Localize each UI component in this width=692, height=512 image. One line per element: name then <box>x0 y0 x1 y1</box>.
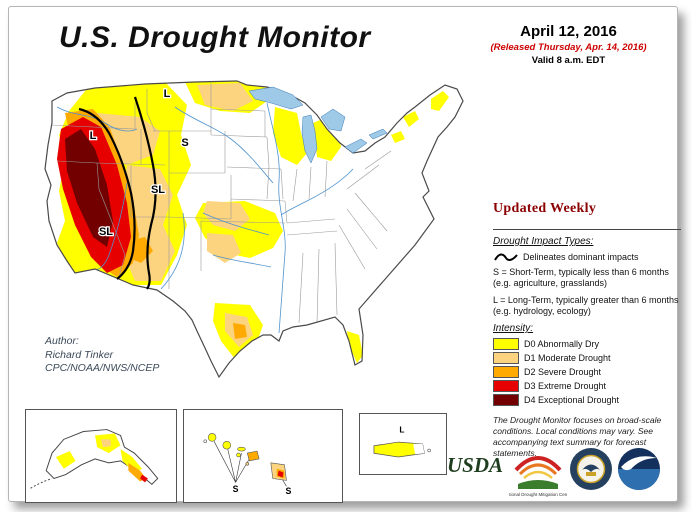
legend-row-d0: D0 Abnormally Dry <box>493 338 681 350</box>
d2-swatch <box>493 366 519 378</box>
noaa-logo-graphic <box>618 448 660 490</box>
puerto-rico-east-tip <box>413 443 425 455</box>
legend-row-d3: D3 Extreme Drought <box>493 380 681 392</box>
released-line: (Released Thursday, Apr. 14, 2016) <box>490 42 647 53</box>
impact-label: S <box>181 137 188 149</box>
oahu-island <box>222 441 231 450</box>
date-block: April 12, 2016 (Released Thursday, Apr. … <box>461 23 676 66</box>
ndmc-logo-graphic: National Drought Mitigation Center <box>509 456 567 497</box>
impact-types-heading: Drought Impact Types: <box>493 236 594 247</box>
impact-boundary-west <box>78 107 136 280</box>
long-term-definition: L = Long-Term, typically greater than 6 … <box>493 294 679 316</box>
impact-label: SL <box>151 184 165 196</box>
hawaii-impact-label: S <box>233 484 239 494</box>
big-island-d3 <box>277 470 284 478</box>
puerto-rico-inset: L <box>359 413 447 475</box>
noaa-logo <box>617 447 661 491</box>
impact-label: SL <box>99 226 113 238</box>
author-block: Author: Richard Tinker CPC/NOAA/NWS/NCEP <box>45 335 159 376</box>
author-label: Author: <box>45 335 79 347</box>
legend-row-d1: D1 Moderate Drought <box>493 352 681 364</box>
d4-label: D4 Exceptional Drought <box>524 395 620 405</box>
legend-column: Updated Weekly Drought Impact Types: Del… <box>493 201 681 459</box>
aleutian-islands <box>30 478 53 489</box>
d4-swatch <box>493 394 519 406</box>
d1-label: D1 Moderate Drought <box>524 353 611 363</box>
alaska-landmass <box>45 429 159 486</box>
kahoolawe-island <box>245 462 250 466</box>
impact-boundary-divider <box>133 96 157 290</box>
puerto-rico-map: L <box>373 425 431 458</box>
hawaii-impact-label: S <box>285 486 291 496</box>
ndmc-logo-text: National Drought Mitigation Center <box>509 492 567 497</box>
usda-logo-text: USDA <box>447 453 504 477</box>
vieques-island <box>427 448 431 453</box>
alaska-d1 <box>100 439 111 448</box>
impact-label: L <box>90 130 97 142</box>
delineates-label: Delineates dominant impacts <box>523 252 639 262</box>
drought-layer-d4 <box>65 129 113 247</box>
state-borders <box>50 83 392 324</box>
d2-label: D2 Severe Drought <box>524 367 602 377</box>
hawaii-map: S S <box>203 433 291 496</box>
legend-divider <box>493 229 681 230</box>
updated-weekly: Updated Weekly <box>493 201 597 216</box>
alaska-inset <box>25 409 177 503</box>
commerce-seal-graphic <box>570 448 612 490</box>
author-org: CPC/NOAA/NWS/NCEP <box>45 362 160 375</box>
report-date: April 12, 2016 <box>520 23 617 40</box>
usda-logo: USDA <box>447 453 505 478</box>
hawaii-inset: S S <box>183 409 343 503</box>
drought-monitor-sheet: U.S. Drought Monitor April 12, 2016 (Rel… <box>8 6 681 503</box>
valid-line: Valid 8 a.m. EDT <box>531 55 606 66</box>
author-name: Richard Tinker <box>45 348 114 361</box>
alaska-map <box>30 429 159 489</box>
us-drought-map: L L S SL SL <box>44 80 464 378</box>
d3-swatch <box>493 380 519 392</box>
lanai-island <box>236 452 241 458</box>
niihau-island <box>203 439 208 444</box>
commerce-seal <box>569 447 613 491</box>
d0-swatch <box>493 338 519 350</box>
impact-label: L <box>164 88 171 100</box>
puerto-rico-impact-label: L <box>399 425 404 435</box>
short-term-definition: S = Short-Term, typically less than 6 mo… <box>493 267 669 289</box>
d1-swatch <box>493 352 519 364</box>
alaska-d3 <box>140 474 148 483</box>
molokai-island <box>237 446 246 452</box>
disclaimer-text: The Drought Monitor focuses on broad-sca… <box>493 415 662 459</box>
ndmc-logo: National Drought Mitigation Center <box>509 443 567 499</box>
maui-island <box>246 450 260 462</box>
hawaii-callout-lines <box>213 441 287 487</box>
legend-row-d2: D2 Severe Drought <box>493 366 681 378</box>
page-title: U.S. Drought Monitor <box>59 21 371 54</box>
impact-squiggle-icon <box>494 253 518 261</box>
d3-label: D3 Extreme Drought <box>524 381 607 391</box>
d0-label: D0 Abnormally Dry <box>524 339 600 349</box>
legend-row-d4: D4 Exceptional Drought <box>493 394 681 406</box>
drought-layer-d1 <box>93 83 273 347</box>
rivers <box>56 102 354 334</box>
kauai-island <box>207 433 217 442</box>
great-lakes <box>248 86 388 164</box>
intensity-heading: Intensity: <box>493 323 534 334</box>
